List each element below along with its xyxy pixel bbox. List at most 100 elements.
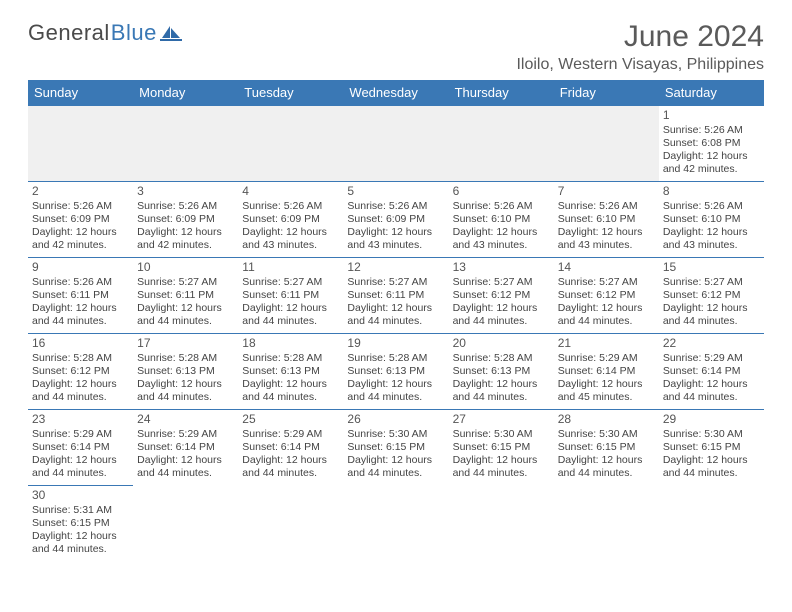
sunset-line: Sunset: 6:14 PM (242, 441, 339, 454)
calendar-day-cell: 24Sunrise: 5:29 AMSunset: 6:14 PMDayligh… (133, 410, 238, 486)
calendar-empty-cell (133, 486, 238, 562)
calendar-day-cell: 8Sunrise: 5:26 AMSunset: 6:10 PMDaylight… (659, 182, 764, 258)
calendar-empty-cell (343, 106, 448, 182)
daylight-line: Daylight: 12 hours and 44 minutes. (137, 378, 234, 404)
month-title: June 2024 (516, 20, 764, 54)
sunset-line: Sunset: 6:10 PM (663, 213, 760, 226)
calendar-day-cell: 5Sunrise: 5:26 AMSunset: 6:09 PMDaylight… (343, 182, 448, 258)
calendar-day-cell: 22Sunrise: 5:29 AMSunset: 6:14 PMDayligh… (659, 334, 764, 410)
day-number: 22 (663, 336, 760, 351)
calendar-empty-cell (343, 486, 448, 562)
sunset-line: Sunset: 6:15 PM (453, 441, 550, 454)
daylight-line: Daylight: 12 hours and 44 minutes. (242, 378, 339, 404)
calendar-week-row: 1Sunrise: 5:26 AMSunset: 6:08 PMDaylight… (28, 106, 764, 182)
daylight-line: Daylight: 12 hours and 44 minutes. (137, 454, 234, 480)
sunset-line: Sunset: 6:11 PM (137, 289, 234, 302)
location-subtitle: Iloilo, Western Visayas, Philippines (516, 56, 764, 74)
day-header: Monday (133, 80, 238, 106)
calendar-day-cell: 20Sunrise: 5:28 AMSunset: 6:13 PMDayligh… (449, 334, 554, 410)
calendar-empty-cell (133, 106, 238, 182)
day-number: 9 (32, 260, 129, 275)
sunset-line: Sunset: 6:13 PM (347, 365, 444, 378)
sunrise-line: Sunrise: 5:30 AM (453, 428, 550, 441)
sunrise-line: Sunrise: 5:30 AM (558, 428, 655, 441)
sunrise-line: Sunrise: 5:26 AM (137, 200, 234, 213)
day-number: 26 (347, 412, 444, 427)
day-number: 13 (453, 260, 550, 275)
calendar-empty-cell (238, 106, 343, 182)
sunrise-line: Sunrise: 5:29 AM (663, 352, 760, 365)
logo-text-blue: Blue (111, 20, 157, 46)
sunset-line: Sunset: 6:15 PM (347, 441, 444, 454)
sunrise-line: Sunrise: 5:28 AM (32, 352, 129, 365)
sunrise-line: Sunrise: 5:26 AM (242, 200, 339, 213)
sunset-line: Sunset: 6:14 PM (32, 441, 129, 454)
sunset-line: Sunset: 6:09 PM (242, 213, 339, 226)
day-number: 23 (32, 412, 129, 427)
day-number: 21 (558, 336, 655, 351)
calendar-empty-cell (28, 106, 133, 182)
daylight-line: Daylight: 12 hours and 42 minutes. (32, 226, 129, 252)
calendar-day-cell: 3Sunrise: 5:26 AMSunset: 6:09 PMDaylight… (133, 182, 238, 258)
day-number: 7 (558, 184, 655, 199)
sunset-line: Sunset: 6:12 PM (663, 289, 760, 302)
sunrise-line: Sunrise: 5:26 AM (453, 200, 550, 213)
calendar-day-cell: 7Sunrise: 5:26 AMSunset: 6:10 PMDaylight… (554, 182, 659, 258)
sunrise-line: Sunrise: 5:26 AM (347, 200, 444, 213)
sunset-line: Sunset: 6:14 PM (558, 365, 655, 378)
day-number: 5 (347, 184, 444, 199)
day-number: 24 (137, 412, 234, 427)
calendar-day-cell: 19Sunrise: 5:28 AMSunset: 6:13 PMDayligh… (343, 334, 448, 410)
day-number: 6 (453, 184, 550, 199)
calendar-empty-cell (238, 486, 343, 562)
daylight-line: Daylight: 12 hours and 44 minutes. (663, 302, 760, 328)
calendar-day-cell: 28Sunrise: 5:30 AMSunset: 6:15 PMDayligh… (554, 410, 659, 486)
calendar-day-cell: 21Sunrise: 5:29 AMSunset: 6:14 PMDayligh… (554, 334, 659, 410)
daylight-line: Daylight: 12 hours and 44 minutes. (32, 378, 129, 404)
sunset-line: Sunset: 6:10 PM (453, 213, 550, 226)
daylight-line: Daylight: 12 hours and 44 minutes. (663, 454, 760, 480)
calendar-day-cell: 11Sunrise: 5:27 AMSunset: 6:11 PMDayligh… (238, 258, 343, 334)
sunset-line: Sunset: 6:08 PM (663, 137, 760, 150)
day-number: 16 (32, 336, 129, 351)
calendar-table: Sunday Monday Tuesday Wednesday Thursday… (28, 80, 764, 562)
calendar-day-cell: 25Sunrise: 5:29 AMSunset: 6:14 PMDayligh… (238, 410, 343, 486)
sunset-line: Sunset: 6:09 PM (137, 213, 234, 226)
daylight-line: Daylight: 12 hours and 42 minutes. (137, 226, 234, 252)
sunrise-line: Sunrise: 5:26 AM (32, 276, 129, 289)
sunset-line: Sunset: 6:11 PM (32, 289, 129, 302)
day-number: 17 (137, 336, 234, 351)
calendar-day-cell: 6Sunrise: 5:26 AMSunset: 6:10 PMDaylight… (449, 182, 554, 258)
calendar-week-row: 23Sunrise: 5:29 AMSunset: 6:14 PMDayligh… (28, 410, 764, 486)
day-number: 4 (242, 184, 339, 199)
calendar-body: 1Sunrise: 5:26 AMSunset: 6:08 PMDaylight… (28, 106, 764, 562)
calendar-day-cell: 13Sunrise: 5:27 AMSunset: 6:12 PMDayligh… (449, 258, 554, 334)
day-number: 20 (453, 336, 550, 351)
sunrise-line: Sunrise: 5:27 AM (242, 276, 339, 289)
sunset-line: Sunset: 6:15 PM (663, 441, 760, 454)
calendar-day-cell: 14Sunrise: 5:27 AMSunset: 6:12 PMDayligh… (554, 258, 659, 334)
day-number: 25 (242, 412, 339, 427)
daylight-line: Daylight: 12 hours and 44 minutes. (453, 302, 550, 328)
day-number: 29 (663, 412, 760, 427)
calendar-week-row: 30Sunrise: 5:31 AMSunset: 6:15 PMDayligh… (28, 486, 764, 562)
day-header: Sunday (28, 80, 133, 106)
sunset-line: Sunset: 6:14 PM (137, 441, 234, 454)
day-header: Tuesday (238, 80, 343, 106)
calendar-page: GeneralBlue June 2024 Iloilo, Western Vi… (0, 0, 792, 572)
sunset-line: Sunset: 6:11 PM (242, 289, 339, 302)
daylight-line: Daylight: 12 hours and 43 minutes. (663, 226, 760, 252)
sunrise-line: Sunrise: 5:29 AM (558, 352, 655, 365)
logo: GeneralBlue (28, 20, 182, 46)
calendar-day-cell: 12Sunrise: 5:27 AMSunset: 6:11 PMDayligh… (343, 258, 448, 334)
daylight-line: Daylight: 12 hours and 44 minutes. (453, 378, 550, 404)
day-number: 10 (137, 260, 234, 275)
day-number: 11 (242, 260, 339, 275)
title-block: June 2024 Iloilo, Western Visayas, Phili… (516, 20, 764, 74)
sunrise-line: Sunrise: 5:29 AM (137, 428, 234, 441)
day-number: 8 (663, 184, 760, 199)
page-header: GeneralBlue June 2024 Iloilo, Western Vi… (28, 20, 764, 74)
daylight-line: Daylight: 12 hours and 44 minutes. (347, 378, 444, 404)
daylight-line: Daylight: 12 hours and 45 minutes. (558, 378, 655, 404)
calendar-day-cell: 2Sunrise: 5:26 AMSunset: 6:09 PMDaylight… (28, 182, 133, 258)
